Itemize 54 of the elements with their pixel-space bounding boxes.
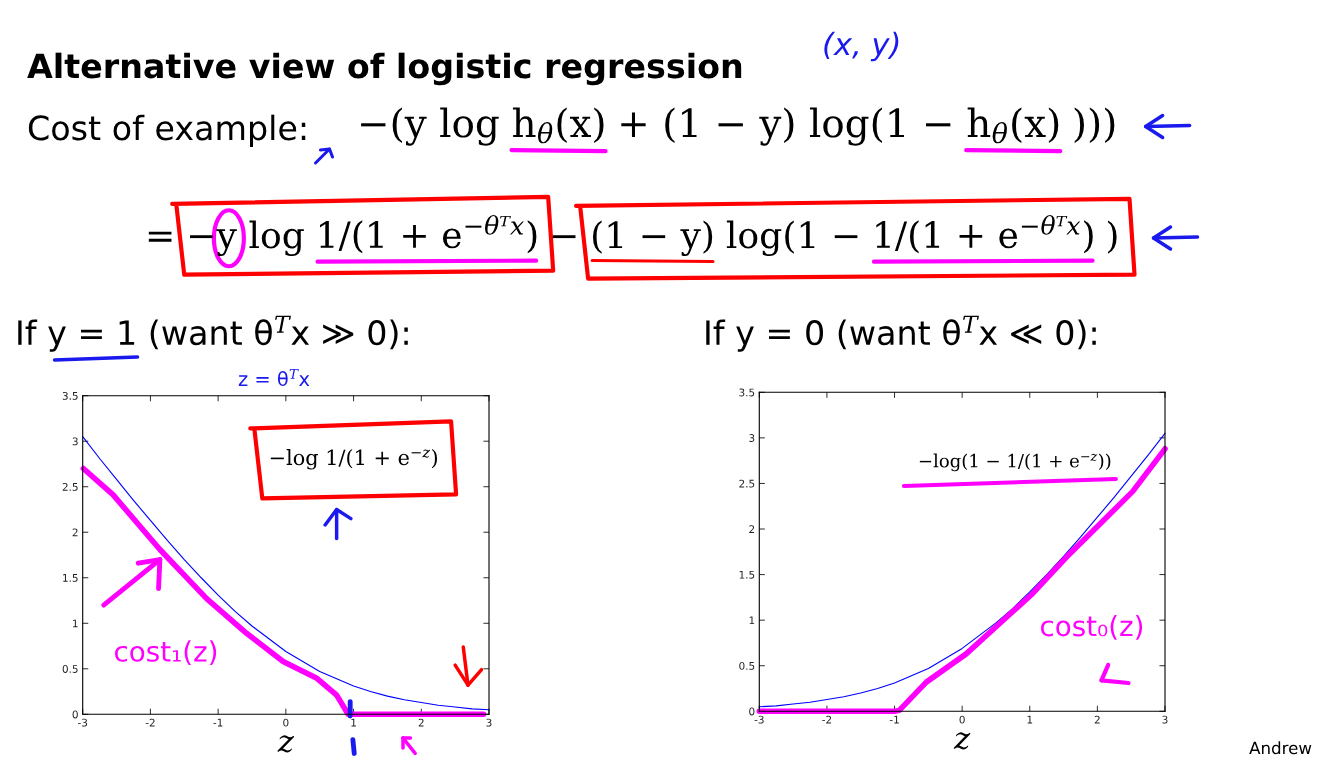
x-tick-label: 1	[351, 718, 356, 727]
text: =	[148, 231, 172, 242]
chart-title: If y = 0 (want θ$^{T}$x ≪ 0):	[706, 315, 1096, 352]
x-tick-label: -2	[145, 718, 155, 727]
x-tick-label: -3	[754, 715, 764, 724]
y-tick-label: 1	[73, 619, 78, 628]
text: −	[552, 235, 576, 239]
y-tick-label: 3.5	[739, 388, 755, 397]
x-tick-label: 2	[1094, 715, 1100, 724]
series-label: cost₀(z)	[1041, 614, 1143, 640]
y-tick-label: 0.5	[739, 661, 755, 670]
y-tick-label: 0	[749, 707, 755, 716]
text: z = θ$^{T}$x	[238, 368, 310, 387]
annotation: −log 1/(1 + e$^{−z}$)	[270, 449, 438, 470]
text: (x, y)	[824, 31, 899, 62]
y-tick-label: 3	[749, 434, 755, 442]
y-tick-label: 2	[749, 525, 755, 533]
chart-subtitle: If y = 1 (want θ$^{T}$x ≫ 0):	[18, 315, 408, 352]
x-tick-label: 3	[486, 718, 492, 727]
chart-title: Alternative view of logistic regression	[27, 52, 742, 86]
y-tick-label: 1.5	[739, 570, 755, 579]
y-tick-label: 0.5	[62, 665, 78, 673]
y-tick-label: 3	[72, 437, 78, 446]
text: Andrew	[1249, 741, 1312, 755]
text: )))	[1074, 107, 1115, 144]
text: −(y log	[361, 107, 499, 146]
x-tick-label: 1	[1027, 715, 1033, 724]
series-label: −log(1 − 1/(1 + e$^{−z}$))	[919, 453, 1111, 472]
text: 1/(1 + e$^{−θᵀx}$)	[319, 215, 537, 254]
y-tick-label: 2.5	[62, 482, 78, 491]
x-tick-label: 0	[959, 715, 965, 724]
y-tick-label: 1.5	[63, 574, 78, 582]
text: (1 − y)	[592, 220, 713, 257]
x-tick-label: 3	[1162, 715, 1168, 724]
x-axis-title: z	[277, 735, 295, 753]
text: h$_{θ}$(x)	[967, 107, 1059, 144]
y-tick-label: 2	[72, 528, 78, 537]
y-tick-label: 1	[749, 616, 755, 625]
text: Cost of example:	[28, 114, 306, 147]
x-tick-label: 0	[283, 718, 289, 727]
text: log(1 −	[726, 220, 858, 257]
text: )	[1107, 220, 1117, 254]
series-label: cost₁(z)	[115, 640, 217, 666]
text: + (1 − y) log(1 −	[621, 107, 951, 146]
y-tick-label: 2.5	[739, 479, 755, 488]
x-tick-label: -1	[889, 715, 899, 724]
x-tick-label: -2	[822, 715, 832, 724]
x-tick-label: 2	[418, 718, 424, 727]
text: 1/(1 + e$^{−θᵀx}$)	[876, 215, 1093, 254]
x-tick-label: -1	[213, 718, 223, 727]
x-tick-label: -3	[78, 718, 88, 727]
y-tick-label: 3.5	[62, 391, 78, 400]
x-axis-title: z	[953, 732, 971, 750]
text: h$_{θ}$(x)	[512, 107, 604, 144]
